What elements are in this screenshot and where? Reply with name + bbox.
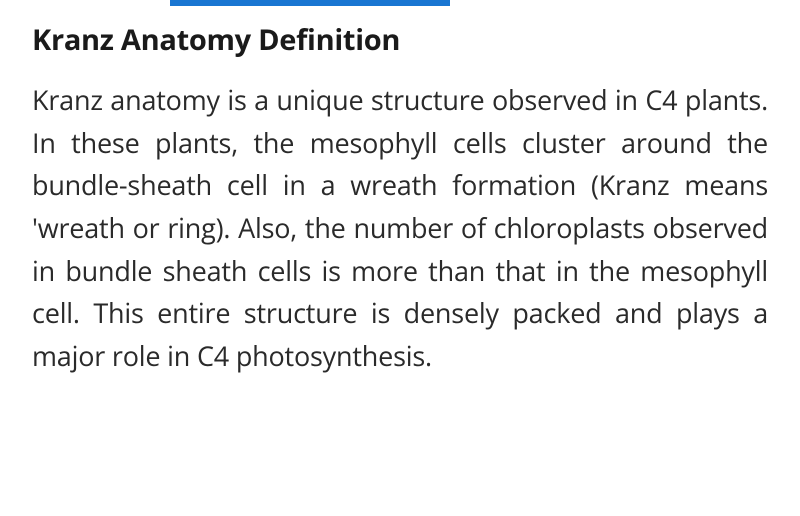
page-title: Kranz Anatomy Definition [32,20,768,59]
definition-paragraph: Kranz anatomy is a unique structure obse… [32,79,768,378]
document-content: Kranz Anatomy Definition Kranz anatomy i… [0,6,800,378]
